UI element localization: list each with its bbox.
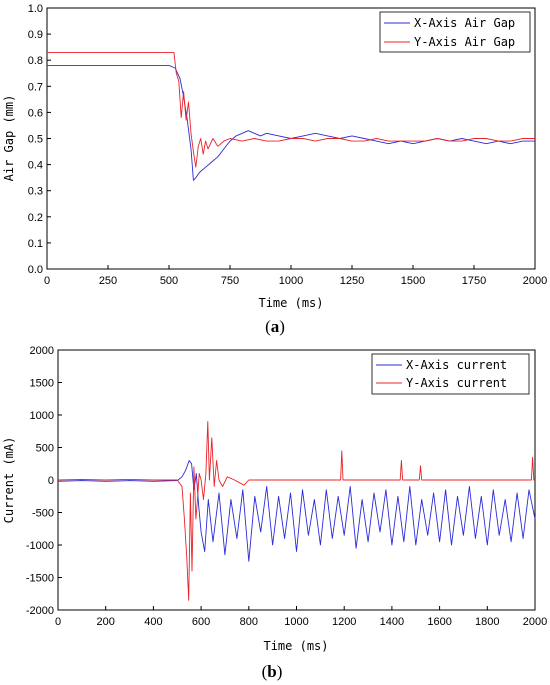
y-tick-label: 0.8 <box>28 55 43 67</box>
x-tick-label: 1200 <box>332 616 356 628</box>
y-tick-label: 0.3 <box>28 186 43 198</box>
legend-label-x-current: X-Axis current <box>406 358 507 372</box>
legend-label-y-current: Y-Axis current <box>406 376 507 390</box>
x-tick-label: 250 <box>99 275 117 287</box>
y-tick-label: 500 <box>36 443 54 455</box>
legend-label-x-air-gap: X-Axis Air Gap <box>414 16 515 30</box>
y-tick-label: 0.5 <box>28 134 43 146</box>
legend-b: X-Axis current Y-Axis current <box>371 353 530 395</box>
legend-a: X-Axis Air Gap Y-Axis Air Gap <box>379 11 531 53</box>
x-tick-label: 1750 <box>462 275 486 287</box>
y-tick-label: 0.9 <box>28 29 43 41</box>
y-tick-label: -1500 <box>26 573 54 585</box>
x-tick-label: 750 <box>221 275 239 287</box>
y-tick-label: 1000 <box>30 410 54 422</box>
x-tick-label: 800 <box>240 616 258 628</box>
x-tick-label: 1600 <box>427 616 451 628</box>
y-tick-label: 2000 <box>30 345 54 357</box>
y-tick-label: -1000 <box>26 540 54 552</box>
y-tick-label: 0.4 <box>28 160 43 172</box>
x-tick-label: 1000 <box>284 616 308 628</box>
y-axis-label-a: Air Gap (mm) <box>2 95 16 182</box>
legend-box-a <box>379 11 531 53</box>
y-tick-label: 0.2 <box>28 212 43 224</box>
y-tick-label: 0 <box>48 475 54 487</box>
series-line-y-axis-current <box>57 421 535 601</box>
x-tick-label: 400 <box>144 616 162 628</box>
x-tick-label: 200 <box>97 616 115 628</box>
x-tick-label: 1400 <box>380 616 404 628</box>
y-tick-label: 0.1 <box>28 238 43 250</box>
y-tick-label: 0.0 <box>28 264 43 276</box>
x-tick-label: 1800 <box>475 616 499 628</box>
x-tick-label: 1000 <box>279 275 303 287</box>
x-tick-label: 1500 <box>401 275 425 287</box>
y-tick-label: 1.0 <box>28 3 43 15</box>
chart-b: 0 200 400 600 800 1000 1200 1400 1600 1800 2000 -2… <box>2 345 547 681</box>
x-tick-label: 0 <box>44 275 50 287</box>
x-tick-label: 0 <box>55 616 61 628</box>
y-tick-label: -2000 <box>26 605 54 617</box>
x-axis-label-b: Time (ms) <box>263 639 328 653</box>
series-line-y-axis-air-gap <box>47 51 535 168</box>
legend-box-b <box>371 353 530 395</box>
series-a <box>47 51 535 181</box>
x-tick-label: 2000 <box>523 275 547 287</box>
y-tick-label: 0.6 <box>28 107 43 119</box>
x-tick-label: 500 <box>160 275 178 287</box>
x-ticks-a: 0 250 500 750 1000 1250 1500 1750 2000 <box>44 265 547 287</box>
chart-a: 0 250 500 750 1000 1250 1500 1750 2000 0.0 0.1 0.2… <box>2 3 547 336</box>
x-axis-label-a: Time (ms) <box>258 296 323 310</box>
y-axis-label-b: Current (mA) <box>2 437 16 524</box>
x-ticks-b: 0 200 400 600 800 1000 1200 1400 1600 1800 2000 <box>55 606 547 628</box>
x-tick-label: 2000 <box>523 616 547 628</box>
caption-b: (b) <box>262 662 283 681</box>
caption-a: (a) <box>265 317 285 336</box>
series-b <box>57 421 536 601</box>
y-tick-label: 1500 <box>30 378 54 390</box>
y-tick-label: 0.7 <box>28 81 43 93</box>
x-tick-label: 600 <box>192 616 210 628</box>
y-ticks-a: 0.0 0.1 0.2 0.3 0.4 0.5 0.6 0.7 0.8 0.9 1.0 <box>28 3 51 276</box>
y-ticks-b: -2000 -1500 -1000 -500 0 500 1000 1500 2000 <box>26 345 62 617</box>
x-tick-label: 1250 <box>340 275 364 287</box>
y-tick-label: -500 <box>32 508 54 520</box>
legend-label-y-air-gap: Y-Axis Air Gap <box>414 35 515 49</box>
